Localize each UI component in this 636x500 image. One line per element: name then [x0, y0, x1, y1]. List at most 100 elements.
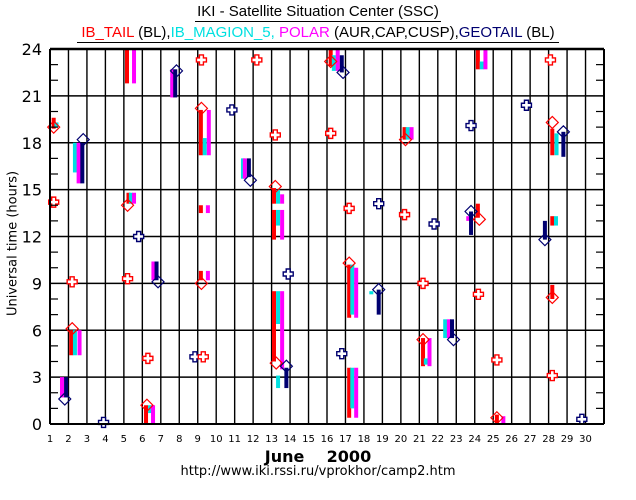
interval-bar-ib-tail: [198, 205, 203, 214]
cross-marker-ib-tail: [142, 352, 154, 365]
y-tick-label: 6: [32, 321, 42, 340]
interval-bar-polar: [151, 261, 156, 281]
x-axis-label: June 2000: [264, 447, 372, 466]
diamond-marker-ib-tail: [472, 212, 487, 227]
x-tick-label: 2: [65, 434, 71, 445]
interval-bar-geotail: [284, 367, 289, 389]
x-tick-label: 26: [505, 434, 518, 445]
y-tick-label: 3: [32, 368, 42, 387]
cross-marker-ib-tail: [343, 202, 355, 215]
interval-bar-ib-magion-5: [350, 264, 355, 315]
interval-bar-ib-tail: [144, 405, 149, 424]
x-tick-label: 1: [47, 434, 53, 445]
interval-bar-polar: [76, 142, 81, 184]
cross-marker-ib-tail: [197, 351, 209, 363]
x-tick-label: 17: [339, 434, 352, 445]
y-tick-label: 24: [22, 40, 42, 59]
cross-marker-geotail: [373, 197, 385, 210]
cross-marker-geotail: [282, 268, 294, 280]
x-tick-label: 9: [195, 434, 201, 445]
interval-bar-polar: [242, 158, 247, 179]
interval-bar-polar: [280, 194, 285, 204]
interval-bar-geotail: [246, 158, 251, 178]
x-tick-label: 16: [321, 434, 334, 445]
cross-marker-geotail: [520, 99, 533, 111]
interval-bar-ib-magion-5: [423, 358, 428, 365]
interval-bar-polar: [280, 291, 285, 370]
y-tick-label: 0: [32, 415, 42, 434]
interval-bar-ib-magion-5: [128, 192, 133, 204]
legend-ib-tail: IB_TAIL: [81, 24, 134, 41]
legend-ib-magion-5: IB_MAGION_5,: [170, 24, 275, 41]
chart-title: IKI - Satellite Situation Center (SSC): [0, 3, 636, 22]
x-tick-label: 4: [102, 434, 108, 445]
diamond-marker-ib-tail: [194, 276, 209, 291]
interval-bar-polar: [132, 49, 137, 84]
diamond-marker-geotail: [446, 332, 461, 347]
interval-bar-ib-magion-5: [276, 375, 281, 389]
interval-bar-geotail: [450, 319, 455, 339]
cross-marker-geotail: [226, 104, 238, 116]
interval-bar-geotail: [542, 220, 547, 240]
cross-marker-ib-tail: [546, 369, 558, 382]
cross-marker-ib-tail: [121, 272, 134, 285]
diamond-marker-ib-tail: [545, 290, 560, 305]
diamond-marker-ib-tail: [269, 356, 284, 370]
x-tick-label: 11: [228, 434, 241, 445]
y-tick-label: 9: [32, 274, 42, 293]
diamond-marker-geotail: [243, 173, 258, 188]
interval-bar-ib-magion-5: [405, 127, 410, 140]
x-tick-label: 25: [487, 434, 500, 445]
cross-marker-ib-tail: [417, 277, 429, 290]
legend: IB_TAIL (BL),IB_MAGION_5, POLAR (AUR,CAP…: [0, 24, 636, 43]
interval-bar-polar: [354, 267, 359, 318]
interval-bar-ib-magion-5: [479, 61, 484, 70]
interval-bar-ib-tail: [198, 109, 203, 156]
x-tick-label: 21: [413, 434, 426, 445]
x-tick-label: 8: [176, 434, 182, 445]
diamond-marker-geotail: [556, 124, 571, 139]
interval-bar-ib-tail: [272, 291, 277, 362]
x-tick-label: 27: [524, 434, 537, 445]
legend-polar-suffix: (AUR,CAP,CUSP),: [329, 24, 459, 41]
cross-marker-geotail: [336, 347, 348, 360]
diamond-marker-ib-tail: [398, 132, 413, 147]
interval-bar-ib-magion-5: [554, 133, 559, 156]
x-tick-label: 12: [247, 434, 260, 445]
interval-bar-ib-tail: [69, 330, 74, 356]
interval-bar-ib-tail: [347, 367, 352, 418]
interval-bar-ib-magion-5: [276, 291, 281, 324]
interval-bar-ib-magion-5: [72, 142, 77, 173]
cross-marker-ib-tail: [491, 354, 503, 366]
interval-bar-ib-magion-5: [148, 405, 153, 414]
interval-bar-polar: [409, 127, 414, 140]
cross-marker-ib-tail: [47, 196, 60, 208]
interval-bar-polar: [427, 338, 432, 367]
interval-bar-polar: [483, 49, 488, 70]
legend-ib-tail-suffix: (BL),: [133, 24, 171, 41]
y-tick-label: 15: [22, 181, 42, 200]
diamond-marker-ib-tail: [416, 332, 430, 347]
x-tick-label: 29: [561, 434, 574, 445]
diamond-marker-geotail: [538, 232, 552, 247]
interval-bar-geotail: [173, 69, 178, 98]
x-tick-label: 13: [265, 434, 278, 445]
interval-bar-ib-tail: [550, 216, 555, 226]
interval-bar-ib-tail: [51, 117, 56, 129]
diamond-marker-ib-tail: [140, 398, 154, 413]
x-tick-label: 20: [394, 434, 407, 445]
interval-bar-polar: [132, 192, 137, 204]
diamond-marker-geotail: [76, 132, 91, 147]
diamond-marker-geotail: [464, 204, 478, 219]
diamond-marker-ib-tail: [194, 101, 209, 116]
cross-marker-ib-tail: [472, 288, 485, 301]
footer-url: http://www.iki.rssi.ru/vprokhor/camp2.ht…: [180, 464, 456, 479]
cross-marker-ib-tail: [544, 54, 557, 66]
interval-bar-ib-magion-5: [443, 319, 448, 339]
interval-bar-geotail: [154, 261, 159, 281]
x-tick-label: 19: [376, 434, 389, 445]
x-tick-label: 10: [210, 434, 223, 445]
interval-bar-ib-magion-5: [202, 138, 207, 156]
